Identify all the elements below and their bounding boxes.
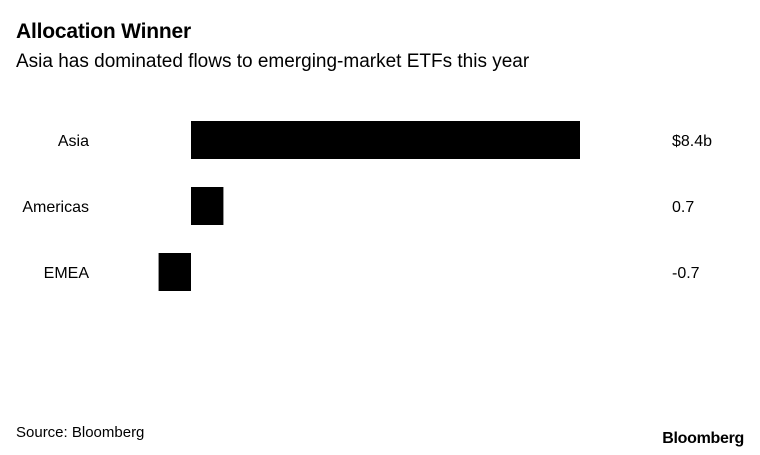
category-label-asia: Asia	[58, 133, 89, 150]
bar-americas	[191, 187, 224, 225]
bar-emea	[158, 253, 191, 291]
category-label-americas: Americas	[22, 199, 89, 216]
value-label-asia: $8.4b	[672, 133, 712, 150]
chart-subtitle: Asia has dominated flows to emerging-mar…	[16, 51, 530, 72]
bloomberg-logo: Bloomberg	[662, 430, 744, 447]
bar-asia	[191, 121, 580, 159]
value-label-emea: -0.7	[672, 265, 700, 282]
value-label-americas: 0.7	[672, 199, 694, 216]
category-label-emea: EMEA	[44, 265, 90, 282]
chart-title: Allocation Winner	[16, 20, 191, 43]
bar-chart: Asia $8.4b Americas 0.7 EMEA -0.7	[22, 121, 712, 291]
source-note: Source: Bloomberg	[16, 424, 145, 441]
